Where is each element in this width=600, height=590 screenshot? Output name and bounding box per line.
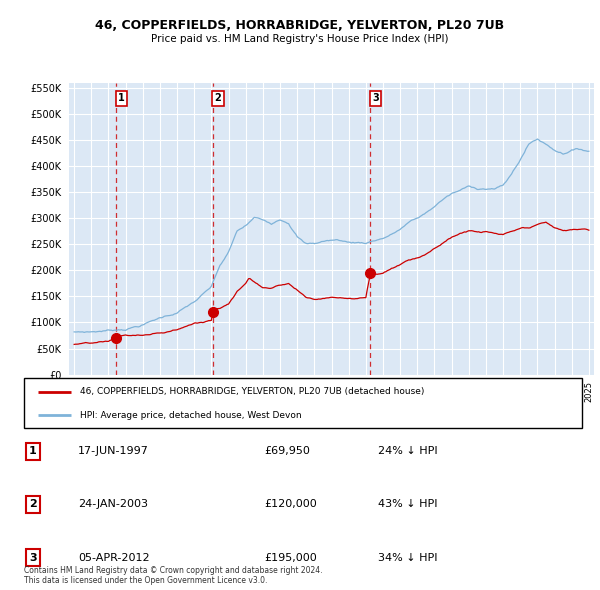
Text: 46, COPPERFIELDS, HORRABRIDGE, YELVERTON, PL20 7UB (detached house): 46, COPPERFIELDS, HORRABRIDGE, YELVERTON… [80, 387, 424, 396]
Text: 3: 3 [372, 93, 379, 103]
Text: 1: 1 [118, 93, 125, 103]
Text: 05-APR-2012: 05-APR-2012 [78, 553, 149, 562]
Text: 1: 1 [29, 447, 37, 456]
Text: Price paid vs. HM Land Registry's House Price Index (HPI): Price paid vs. HM Land Registry's House … [151, 34, 449, 44]
Text: 24-JAN-2003: 24-JAN-2003 [78, 500, 148, 509]
Text: 24% ↓ HPI: 24% ↓ HPI [378, 447, 437, 456]
Text: 2: 2 [29, 500, 37, 509]
Text: 3: 3 [29, 553, 37, 562]
Text: 34% ↓ HPI: 34% ↓ HPI [378, 553, 437, 562]
Text: £69,950: £69,950 [264, 447, 310, 456]
Text: £120,000: £120,000 [264, 500, 317, 509]
Text: 43% ↓ HPI: 43% ↓ HPI [378, 500, 437, 509]
Text: 17-JUN-1997: 17-JUN-1997 [78, 447, 149, 456]
Text: £195,000: £195,000 [264, 553, 317, 562]
Text: 2: 2 [214, 93, 221, 103]
Text: HPI: Average price, detached house, West Devon: HPI: Average price, detached house, West… [80, 411, 301, 419]
Text: Contains HM Land Registry data © Crown copyright and database right 2024.
This d: Contains HM Land Registry data © Crown c… [24, 566, 323, 585]
Text: 46, COPPERFIELDS, HORRABRIDGE, YELVERTON, PL20 7UB: 46, COPPERFIELDS, HORRABRIDGE, YELVERTON… [95, 19, 505, 32]
